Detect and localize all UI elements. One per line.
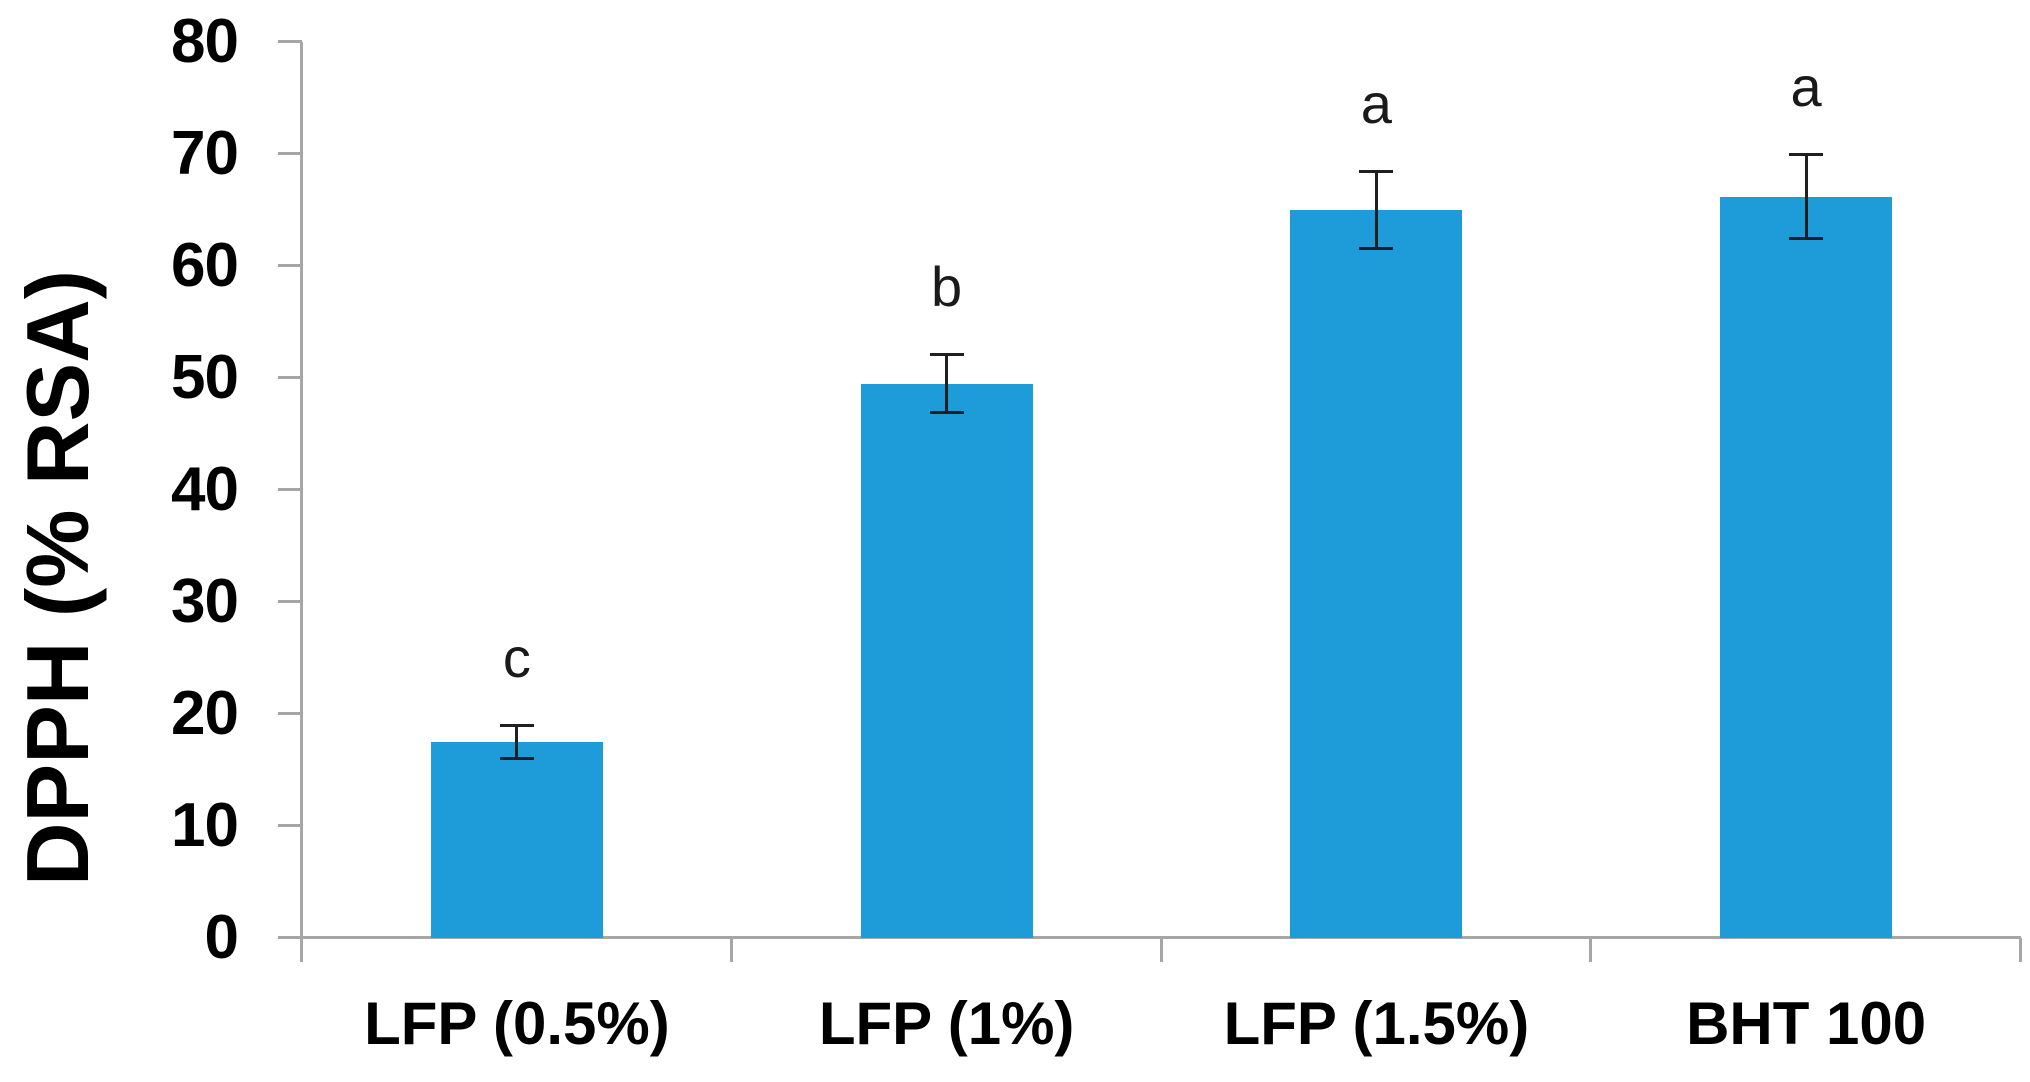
- y-tick-label: 30: [171, 567, 239, 636]
- x-tick-label: BHT 100: [1686, 990, 1927, 1057]
- y-axis-tick: [278, 40, 302, 43]
- error-bar: [515, 725, 519, 759]
- significance-letter: a: [1360, 71, 1392, 135]
- error-bar-cap-top: [1789, 153, 1824, 156]
- y-tick-label: 50: [171, 343, 239, 412]
- error-bar-cap-bottom: [1789, 237, 1824, 241]
- y-tick-label: 70: [171, 119, 239, 188]
- error-bar-cap-bottom: [1359, 247, 1394, 251]
- bar: [1290, 210, 1463, 938]
- error-bar-cap-top: [1359, 169, 1394, 173]
- y-axis-line: [300, 42, 303, 962]
- x-axis-tick: [1159, 938, 1163, 962]
- y-axis-tick: [278, 264, 302, 267]
- significance-letter: a: [1790, 55, 1822, 118]
- error-bar: [1804, 154, 1808, 240]
- y-axis-tick: [278, 488, 302, 491]
- y-tick-label: 40: [171, 455, 239, 524]
- y-tick-label: 80: [171, 7, 239, 76]
- y-tick-label: 10: [171, 791, 239, 860]
- bar: [860, 383, 1033, 938]
- x-axis-tick: [1589, 938, 1593, 962]
- x-axis-tick: [729, 938, 733, 962]
- significance-letter: c: [502, 626, 531, 690]
- error-bar-cap-bottom: [929, 410, 964, 414]
- x-tick-label: LFP (0.5%): [364, 990, 670, 1057]
- bar: [430, 742, 603, 938]
- error-bar-cap-top: [929, 353, 964, 357]
- y-tick-label: 60: [171, 231, 239, 300]
- error-bar: [945, 354, 949, 413]
- y-axis-tick: [278, 376, 302, 379]
- error-bar-cap-bottom: [499, 756, 534, 760]
- y-axis-tick: [278, 152, 302, 155]
- y-axis-tick: [278, 712, 302, 715]
- significance-letter: b: [931, 255, 963, 319]
- y-axis-tick: [278, 824, 302, 827]
- y-tick-label: 20: [171, 679, 239, 748]
- bar: [1720, 196, 1893, 938]
- x-tick-label: LFP (1%): [818, 990, 1075, 1057]
- x-tick-label: LFP (1.5%): [1223, 990, 1530, 1057]
- y-tick-label: 0: [204, 903, 239, 972]
- x-axis-tick: [2019, 938, 2022, 962]
- error-bar: [1374, 170, 1378, 250]
- y-axis-tick: [278, 600, 302, 603]
- x-axis-line: [278, 936, 2021, 939]
- error-bar-cap-top: [499, 724, 534, 728]
